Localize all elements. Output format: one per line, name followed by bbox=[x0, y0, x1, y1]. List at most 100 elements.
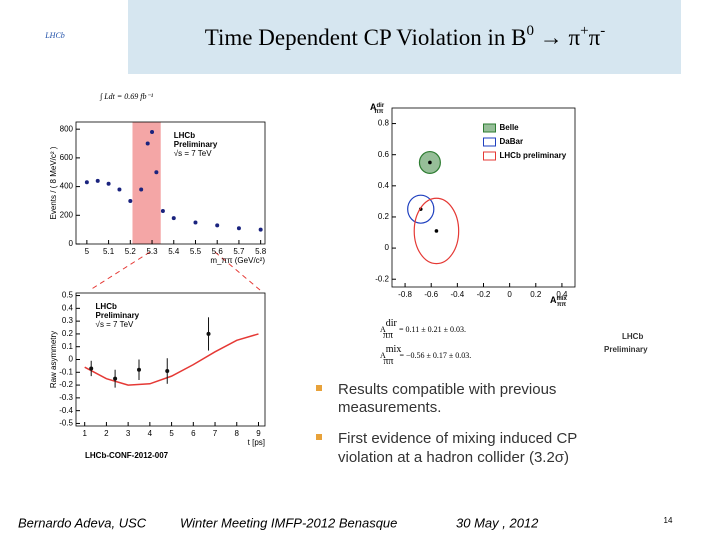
x-tick-label: 3 bbox=[126, 429, 131, 438]
y-tick-label: 0.5 bbox=[62, 291, 74, 300]
x-tick-label: 2 bbox=[104, 429, 109, 438]
central-value bbox=[428, 160, 432, 165]
annotation: LHCb bbox=[96, 302, 117, 311]
y-tick-label: -0.3 bbox=[59, 393, 73, 402]
x-tick-label: 1 bbox=[82, 429, 87, 438]
data-point bbox=[193, 220, 198, 225]
x-tick-label: 5.4 bbox=[168, 247, 180, 256]
y-axis-label-part: A bbox=[370, 102, 377, 112]
result: Amix ππ= −0.56 ± 0.17 ± 0.03. bbox=[380, 344, 471, 367]
legend-label: LHCb preliminary bbox=[500, 151, 567, 160]
x-tick-label: 5 bbox=[85, 247, 90, 256]
results-label: Preliminary bbox=[604, 345, 648, 354]
x-axis-label-part: ππ bbox=[557, 302, 567, 308]
x-tick-label: 5.1 bbox=[103, 247, 115, 256]
legend-label: Belle bbox=[500, 123, 520, 132]
data-point bbox=[117, 187, 122, 192]
y-tick-label: 600 bbox=[60, 153, 74, 162]
x-axis-label-part: A bbox=[550, 295, 557, 305]
error-ellipse bbox=[413, 197, 460, 265]
y-tick-label: -0.4 bbox=[59, 406, 73, 415]
x-tick-label: 4 bbox=[148, 429, 153, 438]
y-tick-label: 0.2 bbox=[62, 329, 74, 338]
x-axis-label: m_ππ (GeV/c²) bbox=[210, 256, 265, 265]
legend-swatch bbox=[483, 151, 496, 161]
data-point bbox=[113, 376, 118, 381]
annotation: √s = 7 TeV bbox=[96, 320, 134, 329]
y-tick-label: 200 bbox=[60, 210, 74, 219]
footer-author: Bernardo Adeva, USC bbox=[18, 515, 147, 530]
y-axis-label-part: dir bbox=[377, 103, 385, 109]
footer-date: 30 May , 2012 bbox=[456, 515, 539, 530]
x-axis-label: t [ps] bbox=[248, 438, 265, 447]
y-axis-label: Raw asymmetry bbox=[49, 331, 58, 388]
y-tick-label: 0.8 bbox=[378, 119, 390, 128]
central-value bbox=[434, 229, 439, 233]
bullet-icon bbox=[316, 434, 322, 440]
bullet: Results compatible with previous bbox=[338, 381, 556, 398]
y-tick-label: 0 bbox=[385, 243, 390, 252]
data-point bbox=[150, 130, 155, 135]
data-point bbox=[171, 216, 176, 221]
y-tick-label: 0.1 bbox=[62, 342, 74, 351]
header-band bbox=[128, 0, 681, 74]
x-tick-label: 0 bbox=[507, 290, 512, 299]
bullet: First evidence of mixing induced CP bbox=[338, 430, 577, 447]
x-tick-label: 8 bbox=[235, 429, 240, 438]
y-axis-label: Events / ( 8 MeV/c² ) bbox=[49, 146, 58, 219]
luminosity: ∫ Ldt = 0.69 fb⁻¹ bbox=[99, 92, 154, 101]
page-number: 14 bbox=[664, 516, 673, 525]
data-point bbox=[95, 178, 100, 183]
x-tick-label: -0.4 bbox=[450, 290, 464, 299]
fit-curve bbox=[84, 333, 259, 386]
data-point bbox=[89, 366, 94, 371]
caption: LHCb-CONF-2012-007 bbox=[85, 451, 169, 460]
x-tick-label: 5.7 bbox=[233, 247, 245, 256]
y-tick-label: 0.6 bbox=[378, 150, 390, 159]
data-point bbox=[139, 187, 144, 192]
annotation: LHCb bbox=[174, 131, 195, 140]
x-tick-label: 5.8 bbox=[255, 247, 267, 256]
x-tick-label: 9 bbox=[256, 429, 261, 438]
y-tick-label: -0.2 bbox=[59, 380, 73, 389]
data-point bbox=[128, 198, 133, 203]
data-point bbox=[206, 331, 211, 336]
annotation: Preliminary bbox=[96, 311, 140, 320]
x-tick-label: -0.8 bbox=[398, 290, 412, 299]
zoom-line bbox=[214, 251, 261, 291]
legend-swatch bbox=[483, 137, 496, 147]
data-point bbox=[236, 226, 241, 231]
y-tick-label: 0.4 bbox=[62, 303, 74, 312]
y-tick-label: 400 bbox=[60, 182, 74, 191]
highlight-band bbox=[132, 122, 161, 244]
title: Time Dependent CP Violation in B0 → π+π- bbox=[205, 23, 605, 50]
data-point bbox=[165, 369, 170, 374]
y-tick-label: 0 bbox=[69, 239, 74, 248]
x-tick-label: 5.5 bbox=[190, 247, 202, 256]
error-ellipse bbox=[407, 194, 435, 224]
y-tick-label: 0.2 bbox=[378, 212, 390, 221]
data-point bbox=[160, 208, 165, 213]
footer-event: Winter Meeting IMFP-2012 Benasque bbox=[180, 515, 397, 530]
zoom-line bbox=[89, 251, 151, 291]
legend-swatch bbox=[483, 123, 496, 133]
x-tick-label: 0.2 bbox=[530, 290, 542, 299]
data-point bbox=[137, 367, 141, 372]
data-point bbox=[145, 141, 150, 146]
legend-label: DaBar bbox=[500, 137, 524, 146]
y-tick-label: -0.2 bbox=[375, 274, 389, 283]
y-tick-label: 0.3 bbox=[62, 316, 74, 325]
data-point bbox=[258, 227, 263, 232]
x-axis-label-part: mix bbox=[557, 296, 568, 302]
x-axis-label: Amix ππ bbox=[550, 295, 568, 307]
y-tick-label: 800 bbox=[60, 124, 74, 133]
data-point bbox=[154, 170, 159, 175]
bullet: measurements. bbox=[338, 399, 441, 416]
x-tick-label: 6 bbox=[191, 429, 196, 438]
x-tick-label: -0.2 bbox=[477, 290, 491, 299]
x-tick-label: 5.3 bbox=[146, 247, 158, 256]
x-tick-label: 0.4 bbox=[556, 290, 568, 299]
x-tick-label: 5 bbox=[169, 429, 174, 438]
